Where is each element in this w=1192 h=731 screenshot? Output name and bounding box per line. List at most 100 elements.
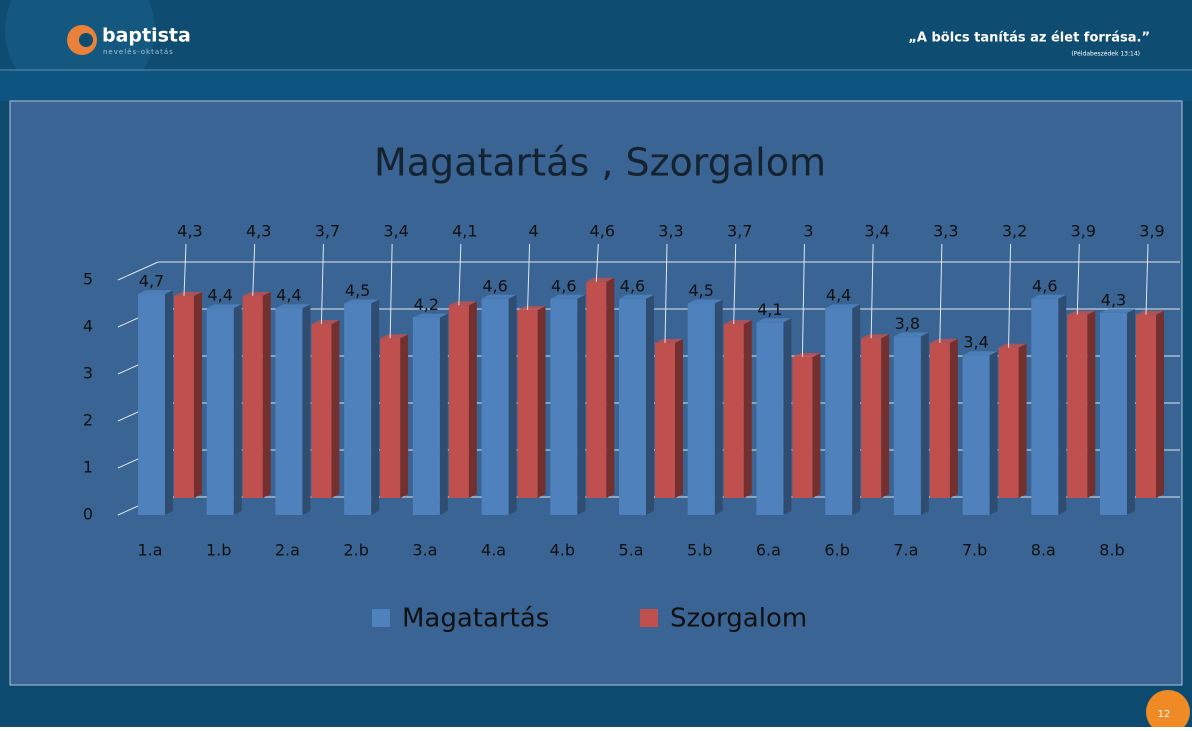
bar-top (311, 320, 340, 325)
bar (448, 305, 469, 498)
bar-top (929, 338, 958, 343)
data-label: 3,4 (963, 333, 988, 352)
x-tick-label: 1.b (206, 541, 231, 560)
bar (893, 336, 921, 515)
bar-side (194, 291, 202, 498)
bar-top (756, 318, 792, 323)
bar-side (302, 304, 311, 515)
bar-top (893, 332, 929, 337)
bar-top (380, 334, 409, 339)
bar (1136, 314, 1156, 498)
page-badge (1146, 690, 1190, 731)
data-label: 3,2 (1002, 222, 1027, 241)
data-label: 4,6 (620, 276, 645, 295)
data-label: 3,8 (895, 314, 920, 333)
leader-line (595, 243, 599, 282)
bar-top (174, 291, 202, 296)
leader-line (183, 243, 187, 296)
bar (825, 308, 853, 515)
leader-line (939, 243, 943, 343)
legend-swatch (640, 609, 658, 627)
bar (1067, 314, 1088, 498)
bar (412, 317, 440, 515)
bar-top (723, 320, 752, 325)
bar-top (655, 338, 683, 343)
data-label: 4,6 (551, 276, 576, 295)
bar-top (1100, 308, 1135, 313)
x-tick-label: 2.b (343, 541, 368, 560)
bar-side (577, 294, 586, 515)
y-tick-label: 0 (83, 505, 93, 524)
data-label: 4,6 (1032, 276, 1057, 295)
bar-side (1018, 343, 1027, 498)
bar-side (812, 353, 821, 498)
bar-top (687, 299, 723, 304)
data-label: 4,4 (826, 286, 851, 305)
y-tick-label: 1 (83, 458, 93, 477)
leader-line (1145, 243, 1149, 315)
leader-line (1076, 243, 1080, 315)
leader-line (664, 243, 668, 343)
data-label: 4 (528, 222, 538, 241)
bar-top (1067, 310, 1096, 315)
logo-eye (79, 33, 93, 47)
y-tick-label: 4 (83, 317, 93, 336)
bar-side (675, 338, 683, 498)
bar (206, 308, 234, 515)
bar (174, 295, 194, 498)
x-tick-label: 3.a (412, 541, 437, 560)
x-tick-label: 6.b (824, 541, 849, 560)
bar (1031, 298, 1059, 515)
bar-side (233, 304, 242, 515)
data-label: 3,9 (1139, 222, 1164, 241)
data-label: 4,5 (345, 281, 370, 300)
bar (586, 281, 607, 498)
bar-top (586, 277, 615, 282)
x-tick-label: 2.a (275, 541, 300, 560)
chart-title: Magatartás , Szorgalom (374, 141, 826, 185)
bar-top (344, 299, 380, 304)
x-tick-label: 4.b (550, 541, 575, 560)
bar-top (138, 290, 173, 295)
bar (138, 294, 165, 515)
bar (792, 357, 813, 498)
data-label: 4,7 (139, 272, 164, 291)
bar (550, 298, 578, 515)
y-tick-label: 2 (83, 411, 93, 430)
data-label: 4,1 (757, 300, 782, 319)
bar-side (537, 306, 546, 498)
bar (687, 303, 715, 515)
bar (861, 338, 882, 498)
bar (380, 338, 401, 498)
bar (1100, 312, 1127, 515)
data-label: 4,4 (276, 286, 301, 305)
bar (517, 310, 538, 498)
bar-side (949, 338, 958, 498)
bar-top (448, 301, 477, 306)
data-label: 4,5 (688, 281, 713, 300)
page-number: 12 (1158, 709, 1171, 720)
data-label: 3,9 (1071, 222, 1096, 241)
bar-side (1087, 310, 1096, 498)
x-tick-label: 5.b (687, 541, 712, 560)
bar-side (881, 334, 890, 498)
bar-top (1031, 294, 1067, 299)
bar-side (262, 291, 271, 498)
grid-line (117, 261, 159, 281)
leader-line (458, 243, 462, 306)
bar-top (825, 304, 861, 309)
bar-top (206, 304, 242, 309)
bar-side (508, 294, 517, 515)
bar (962, 355, 990, 515)
leader-line (527, 243, 531, 311)
bar (655, 342, 675, 498)
brand: baptista (102, 25, 191, 47)
data-label: 4,1 (452, 222, 477, 241)
x-tick-label: 8.b (1099, 541, 1124, 560)
leader-line (870, 243, 874, 339)
bar (998, 347, 1019, 498)
bar-side (920, 332, 929, 515)
bar-side (783, 318, 792, 515)
quote: „A bölcs tanítás az élet forrása.” (908, 31, 1150, 46)
data-label: 3,4 (864, 222, 889, 241)
